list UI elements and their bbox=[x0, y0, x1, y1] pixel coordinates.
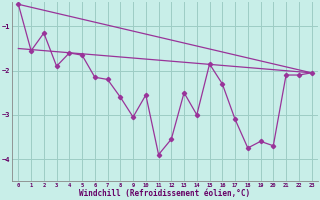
X-axis label: Windchill (Refroidissement éolien,°C): Windchill (Refroidissement éolien,°C) bbox=[79, 189, 251, 198]
